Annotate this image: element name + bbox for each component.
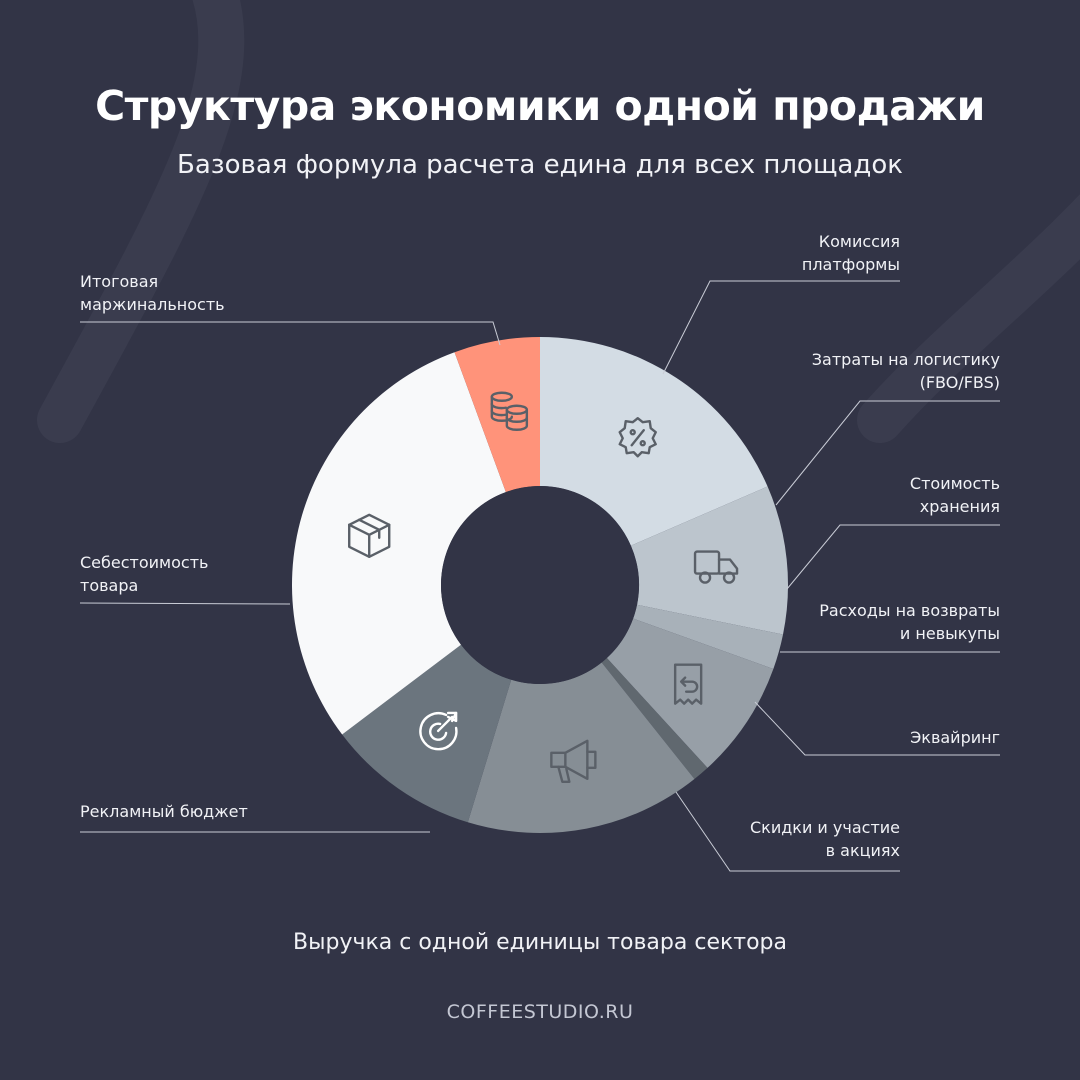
target-icon xyxy=(419,711,458,751)
pie-slice[interactable] xyxy=(606,618,774,768)
pie-slice[interactable] xyxy=(291,352,506,735)
donut-hole xyxy=(441,486,639,684)
truck-icon xyxy=(693,550,739,584)
slice-label: Эквайринг xyxy=(910,728,1000,747)
leader-line xyxy=(754,701,1000,756)
slice-label: Комиссия платформы xyxy=(801,232,900,274)
pie-slice[interactable] xyxy=(630,486,788,635)
leader-line xyxy=(786,524,1000,590)
leader-line xyxy=(79,602,291,605)
leader-line xyxy=(80,321,501,346)
return-receipt-icon xyxy=(673,663,703,705)
pie-slice[interactable] xyxy=(633,604,784,670)
leader-line xyxy=(662,280,900,375)
pie-slice[interactable] xyxy=(467,662,695,833)
background-swooshes xyxy=(37,0,1080,443)
page-subtitle: Базовая формула расчета едина для всех п… xyxy=(177,150,903,180)
coins-icon xyxy=(490,391,529,431)
leader-line xyxy=(675,791,900,872)
megaphone-icon xyxy=(550,739,597,784)
slice-label: Итоговая маржинальность xyxy=(80,272,225,314)
pie-slice[interactable] xyxy=(342,644,512,823)
percent-badge-icon xyxy=(618,417,657,458)
slice-label: Рекламный бюджет xyxy=(80,802,248,821)
slice-label: Расходы на возвраты и невыкупы xyxy=(819,601,1000,643)
slice-icons xyxy=(348,391,739,784)
donut-chart xyxy=(291,337,788,833)
leader-line xyxy=(775,400,1000,506)
box-icon xyxy=(348,513,391,559)
brand-link[interactable]: COFFEESTUDIO.RU xyxy=(446,1001,634,1023)
slice-label: Скидки и участие в акциях xyxy=(749,818,900,860)
chart-caption: Выручка с одной единицы товара сектора xyxy=(293,930,787,955)
slice-label: Себестоимость товара xyxy=(80,553,209,595)
slice-label: Стоимость хранения xyxy=(909,474,1000,516)
leader-lines xyxy=(79,280,1000,872)
page-title: Структура экономики одной продажи xyxy=(95,82,985,130)
pie-slice[interactable] xyxy=(601,658,708,780)
slice-label: Затраты на логистику (FBO/FBS) xyxy=(811,350,1000,392)
